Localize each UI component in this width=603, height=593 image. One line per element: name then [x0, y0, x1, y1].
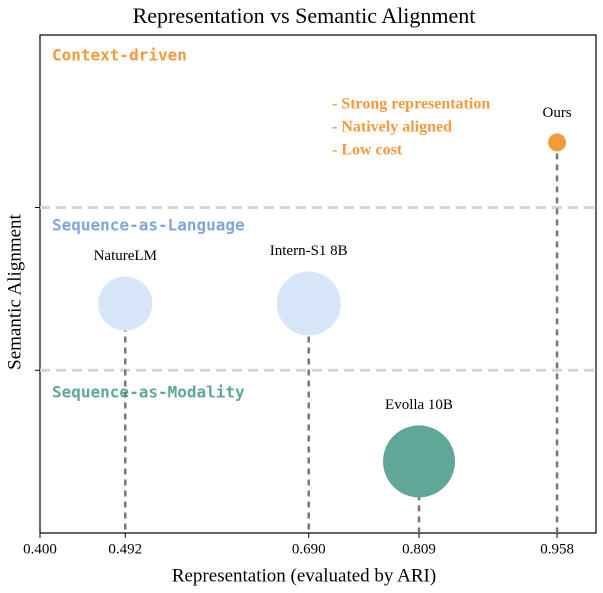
plot-frame — [39, 34, 597, 534]
bubble — [98, 276, 153, 331]
chart-title: Representation vs Semantic Alignment — [133, 3, 476, 28]
bubble — [548, 133, 567, 152]
x-axis-label: Representation (evaluated by ARI) — [172, 565, 436, 586]
y-axis-label: Semantic Alignment — [4, 213, 25, 369]
region-label: Sequence-as-Modality — [52, 383, 245, 402]
region-label: Sequence-as-Language — [52, 216, 245, 235]
x-tick-label: 0.958 — [540, 541, 574, 557]
point-label: Ours — [542, 105, 571, 121]
point-label: NatureLM — [94, 248, 157, 264]
annotation: - Strong representation — [332, 96, 490, 113]
x-tick-label: 0.492 — [108, 541, 142, 557]
x-tick-label: 0.400 — [23, 541, 57, 557]
annotation: - Natively aligned — [332, 119, 452, 136]
bubble — [276, 271, 341, 336]
x-tick-label: 0.690 — [292, 541, 326, 557]
point-label: Evolla 10B — [385, 397, 453, 413]
annotation: - Low cost — [332, 142, 403, 159]
point-label: Intern-S1 8B — [270, 243, 348, 259]
bubble — [383, 425, 456, 498]
x-tick-label: 0.809 — [402, 541, 436, 557]
region-label: Context-driven — [52, 46, 187, 65]
